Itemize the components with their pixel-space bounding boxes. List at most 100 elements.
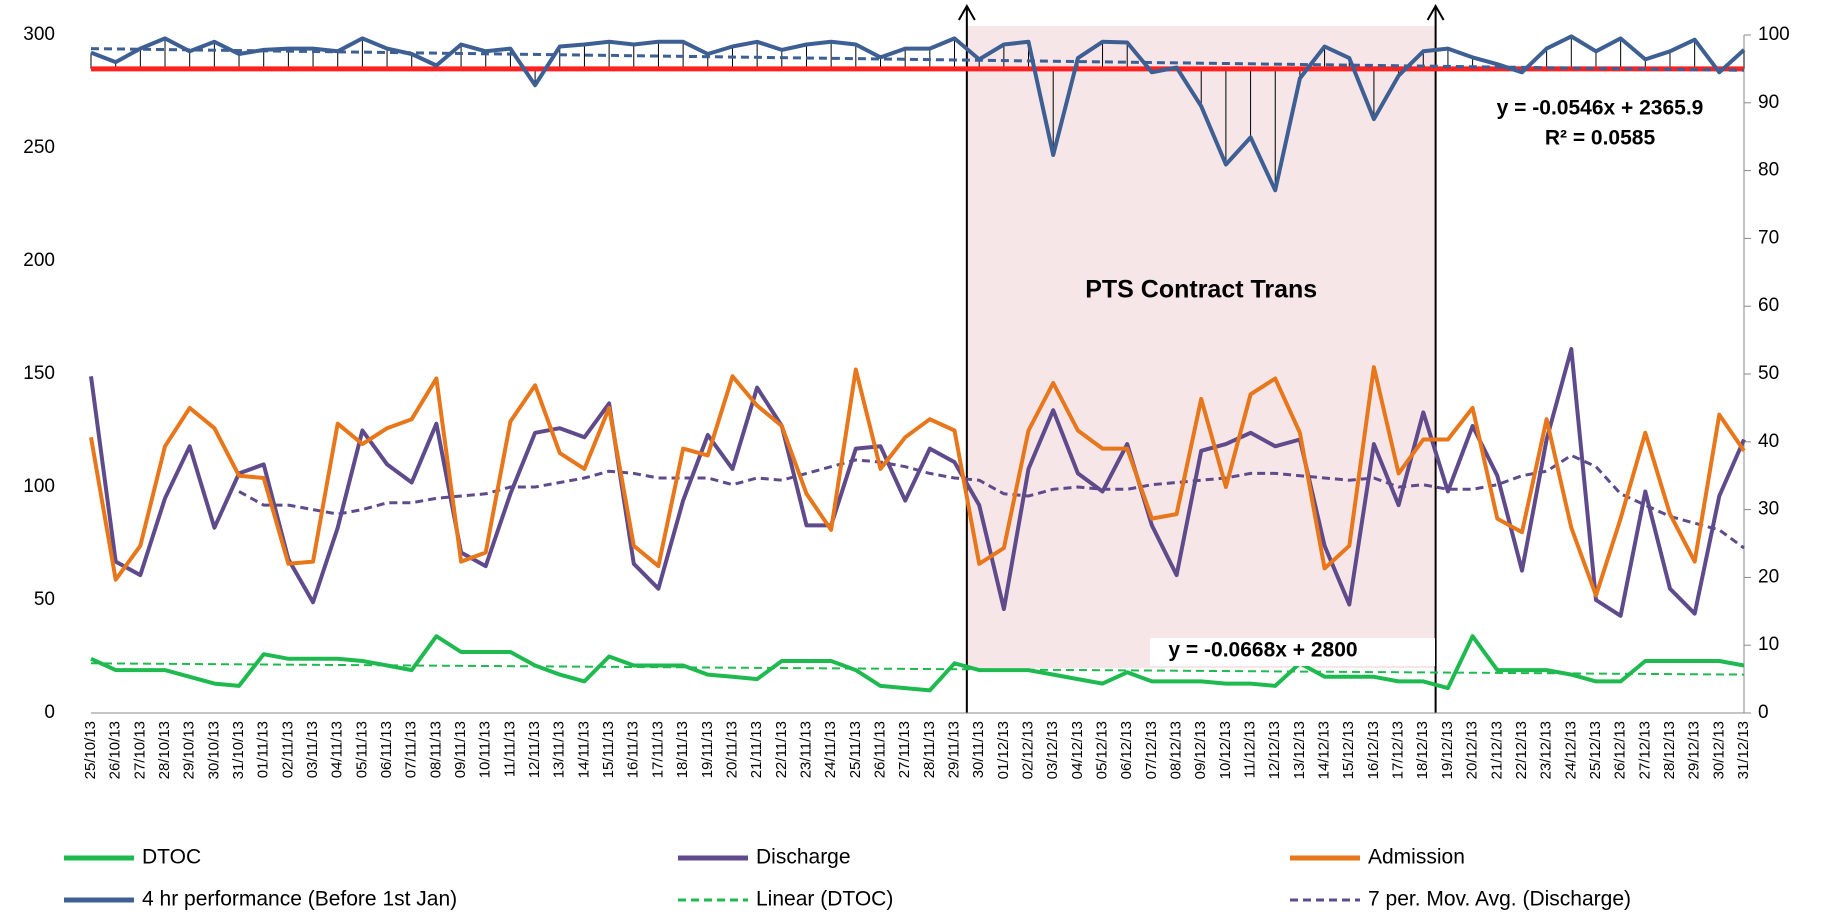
x-tick-label: 19/12/13 — [1439, 721, 1456, 779]
x-tick-label: 06/11/13 — [378, 721, 395, 778]
y-tick-label: 0 — [44, 702, 55, 723]
annotation-bg — [1150, 638, 1435, 666]
x-tick-label: 17/11/13 — [649, 721, 666, 778]
series-line — [89, 347, 1746, 618]
x-tick-label: 06/12/13 — [1118, 721, 1135, 779]
x-tick-label: 09/11/13 — [452, 721, 469, 778]
x-tick-label: 29/10/13 — [181, 721, 198, 779]
x-tick-label: 12/12/13 — [1266, 721, 1283, 779]
x-tick-label: 31/12/13 — [1735, 721, 1752, 779]
x-tick-label: 01/12/13 — [995, 721, 1012, 779]
legend-label: Linear (DTOC) — [756, 888, 893, 911]
highlight-region — [966, 26, 1436, 668]
y-tick-label: 250 — [23, 137, 55, 158]
x-tick-label: 29/12/13 — [1686, 721, 1703, 779]
arrow-head — [1426, 3, 1445, 21]
y2-tick-label: 20 — [1758, 566, 1779, 587]
y2-tick-label: 100 — [1758, 24, 1790, 45]
x-tick-label: 07/12/13 — [1143, 721, 1160, 779]
x-tick-label: 27/10/13 — [131, 721, 148, 779]
y2-tick-label: 80 — [1758, 160, 1779, 181]
x-tick-label: 04/12/13 — [1069, 721, 1086, 779]
x-tick-label: 10/12/13 — [1217, 721, 1234, 779]
y2-tick-label: 50 — [1758, 363, 1779, 384]
x-tick-label: 21/11/13 — [748, 721, 765, 778]
x-tick-label: 20/12/13 — [1464, 721, 1481, 779]
y-tick-label: 150 — [23, 363, 55, 384]
y2-tick-label: 70 — [1758, 227, 1779, 248]
trend-equation: y = -0.0546x + 2365.9 — [1497, 97, 1704, 120]
x-tick-label: 14/11/13 — [575, 721, 592, 778]
x-tick-label: 03/11/13 — [304, 721, 321, 778]
x-tick-label: 07/11/13 — [403, 721, 420, 778]
x-tick-label: 04/11/13 — [329, 721, 346, 778]
x-tick-label: 11/11/13 — [501, 721, 518, 777]
y-tick-label: 200 — [23, 250, 55, 271]
x-tick-label: 22/11/13 — [773, 721, 790, 778]
x-tick-label: 19/11/13 — [699, 721, 716, 778]
series-line — [90, 634, 1745, 693]
x-tick-label: 28/12/13 — [1661, 721, 1678, 779]
x-tick-label: 26/11/13 — [871, 721, 888, 778]
x-tick-label: 28/11/13 — [921, 721, 938, 778]
x-tick-label: 02/12/13 — [1019, 721, 1036, 779]
x-tick-label: 30/10/13 — [205, 721, 222, 779]
y-tick-label: 50 — [34, 589, 55, 610]
x-tick-label: 30/12/13 — [1710, 721, 1727, 779]
x-tick-label: 13/11/13 — [551, 721, 568, 778]
x-tick-label: 17/12/13 — [1390, 721, 1407, 779]
x-tick-label: 27/12/13 — [1636, 721, 1653, 779]
x-tick-label: 23/11/13 — [797, 721, 814, 778]
x-tick-label: 13/12/13 — [1291, 721, 1308, 779]
x-tick-label: 26/12/13 — [1612, 721, 1629, 779]
x-tick-label: 05/12/13 — [1094, 721, 1111, 779]
x-tick-label: 24/11/13 — [822, 721, 839, 778]
x-tick-label: 23/12/13 — [1538, 721, 1555, 779]
series-line — [90, 662, 1745, 676]
x-tick-label: 12/11/13 — [526, 721, 543, 778]
x-tick-label: 25/11/13 — [847, 721, 864, 778]
x-tick-label: 26/10/13 — [107, 721, 124, 779]
x-tick-label: 24/12/13 — [1562, 721, 1579, 779]
legend-label: Admission — [1368, 846, 1465, 869]
series-line — [90, 34, 1746, 193]
y2-tick-label: 10 — [1758, 634, 1779, 655]
x-tick-label: 28/10/13 — [156, 721, 173, 779]
x-tick-label: 27/11/13 — [896, 721, 913, 778]
y2-tick-label: 30 — [1758, 499, 1779, 520]
x-tick-label: 16/12/13 — [1365, 721, 1382, 779]
x-tick-label: 25/10/13 — [82, 721, 99, 779]
x-tick-label: 05/11/13 — [353, 721, 370, 778]
x-tick-label: 08/11/13 — [427, 721, 444, 778]
x-tick-label: 21/12/13 — [1488, 721, 1505, 779]
x-tick-label: 18/12/13 — [1414, 721, 1431, 779]
legend-label: Discharge — [756, 846, 851, 869]
x-tick-label: 01/11/13 — [255, 721, 272, 778]
y-tick-label: 300 — [23, 24, 55, 45]
legend-label: 4 hr performance (Before 1st Jan) — [142, 888, 457, 911]
highlight-label: PTS Contract Trans — [1085, 276, 1317, 304]
x-tick-label: 15/11/13 — [600, 721, 617, 778]
x-tick-label: 30/11/13 — [970, 721, 987, 778]
x-tick-label: 10/11/13 — [477, 721, 494, 778]
y-tick-label: 100 — [23, 476, 55, 497]
series-line — [238, 453, 1745, 550]
y2-tick-label: 60 — [1758, 295, 1779, 316]
x-tick-label: 31/10/13 — [230, 721, 247, 779]
series-line — [90, 47, 1745, 72]
y2-tick-label: 40 — [1758, 431, 1779, 452]
y2-tick-label: 90 — [1758, 92, 1779, 113]
legend-label: DTOC — [142, 846, 201, 869]
x-tick-label: 14/12/13 — [1316, 721, 1333, 779]
x-tick-label: 20/11/13 — [723, 721, 740, 778]
x-tick-label: 29/11/13 — [945, 721, 962, 778]
x-tick-label: 08/12/13 — [1168, 721, 1185, 779]
arrow-head — [957, 3, 976, 21]
legend-label: 7 per. Mov. Avg. (Discharge) — [1368, 888, 1631, 911]
x-tick-label: 02/11/13 — [279, 721, 296, 778]
y2-tick-label: 0 — [1758, 702, 1769, 723]
x-tick-label: 16/11/13 — [625, 721, 642, 778]
x-tick-label: 18/11/13 — [674, 721, 691, 778]
x-tick-label: 25/12/13 — [1587, 721, 1604, 779]
